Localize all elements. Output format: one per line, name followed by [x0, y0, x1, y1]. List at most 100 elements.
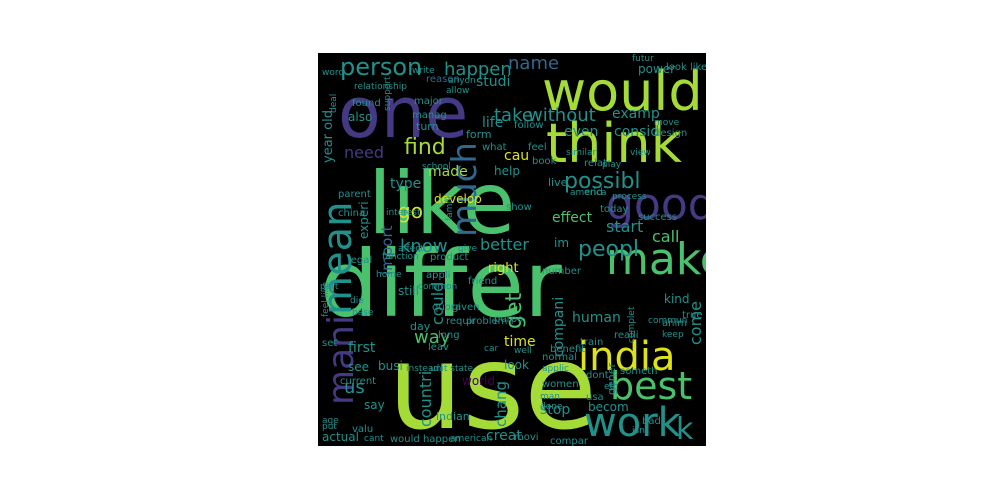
cloud-word: need [344, 143, 384, 162]
cloud-word: end [584, 187, 603, 198]
cloud-word: design [654, 128, 688, 139]
cloud-word: what [482, 142, 507, 153]
cloud-word: commun [648, 316, 688, 326]
cloud-word: america [570, 188, 607, 198]
cloud-word: complet [627, 306, 637, 343]
cloud-word: power [638, 62, 676, 76]
cloud-word: women [542, 379, 579, 390]
cloud-word: product [430, 252, 469, 263]
cloud-word: import [378, 225, 396, 275]
cloud-word: keep [662, 330, 684, 340]
cloud-word: view [630, 148, 651, 158]
cloud-word: book [532, 156, 557, 167]
cloud-word: parent [338, 189, 371, 200]
cloud-word: creat [486, 428, 522, 444]
word-cloud: use differ like one would think mean muc… [318, 53, 706, 446]
cloud-word: problem [466, 316, 508, 327]
cloud-word: year old [321, 110, 336, 163]
cloud-word: us [344, 377, 365, 398]
cloud-word: see [348, 360, 370, 374]
cloud-word: true [682, 310, 703, 321]
cloud-word: life [482, 115, 504, 131]
cloud-word: train [580, 337, 604, 348]
cloud-word: function [382, 252, 419, 262]
cloud-word: show [506, 202, 532, 213]
cloud-word: american [450, 434, 493, 444]
cloud-word: kind [664, 292, 690, 306]
cloud-word: make [606, 234, 706, 285]
cloud-word: feel like [321, 281, 331, 317]
cloud-word: similar [566, 148, 597, 158]
cloud-word: cant [364, 434, 384, 444]
cloud-word: differ [320, 231, 562, 338]
cloud-word: happen [444, 59, 512, 80]
cloud-word: anim [662, 318, 687, 329]
cloud-word: move [654, 118, 680, 128]
cloud-word: im [554, 236, 570, 250]
cloud-word: start [606, 217, 644, 236]
cloud-word: given [452, 302, 480, 313]
cloud-word: also [348, 110, 373, 124]
cloud-word: applic [542, 364, 569, 374]
cloud-word: time [504, 334, 536, 350]
cloud-word: school [422, 162, 451, 172]
cloud-word: say [364, 398, 385, 412]
cloud-word: develop [434, 192, 482, 206]
cloud-word: feel [528, 142, 547, 153]
cloud-word: bad [642, 416, 661, 427]
cloud-word: possibl [564, 169, 641, 194]
cloud-word: normal [542, 352, 578, 363]
cloud-word: instead [406, 364, 440, 374]
cloud-word: appli [426, 270, 451, 281]
cloud-word: would happen [390, 434, 461, 445]
cloud-word: turn [416, 120, 439, 133]
cloud-word: unit state [430, 364, 474, 374]
cloud-word: china [338, 208, 366, 219]
cloud-word: man [540, 392, 560, 402]
cloud-word: well [514, 346, 532, 356]
cloud-word: compar [550, 436, 588, 447]
cloud-word: relat [584, 158, 607, 169]
cloud-word: support [383, 76, 393, 111]
cloud-word: help [494, 164, 520, 178]
cloud-word: stop [540, 402, 571, 418]
cloud-word: someth [620, 366, 658, 377]
cloud-word: much [445, 142, 485, 237]
cloud-word: write [412, 66, 435, 76]
cloud-word: reason [426, 74, 460, 85]
cloud-word: cau [504, 148, 530, 164]
cloud-word: set [322, 338, 338, 349]
cloud-word: examp [612, 106, 660, 122]
cloud-word: like [368, 154, 516, 254]
cloud-word: live [548, 176, 568, 189]
cloud-word: current [340, 376, 377, 387]
cloud-word: k [676, 412, 694, 446]
cloud-word: friend [468, 276, 498, 287]
cloud-word: take [494, 105, 533, 126]
cloud-word: anyon [448, 76, 476, 86]
cloud-word: long [438, 330, 460, 341]
cloud-word: chang [492, 381, 510, 427]
cloud-word: first [348, 340, 376, 356]
cloud-word: busi [378, 359, 403, 373]
cloud-word: process [612, 192, 647, 202]
cloud-word: name [508, 53, 560, 74]
cloud-word: even [564, 124, 599, 140]
cloud-word: countri [416, 370, 435, 427]
cloud-word: allow [446, 86, 470, 96]
cloud-word: etc [604, 382, 619, 392]
cloud-word: peopl [578, 237, 640, 262]
cloud-word: form [466, 128, 492, 141]
cloud-word: follow [514, 120, 544, 131]
cloud-word: number [542, 266, 582, 277]
cloud-word: use [388, 318, 597, 446]
cloud-word: consid [614, 124, 660, 140]
cloud-word: without [528, 105, 596, 126]
cloud-word: common [418, 282, 458, 292]
cloud-word: done [540, 402, 563, 412]
cloud-word: effect [552, 210, 593, 226]
cloud-word: look like [666, 62, 706, 73]
cloud-word: requir [446, 316, 476, 327]
cloud-word: put [322, 422, 337, 432]
cloud-word: quora [432, 302, 462, 313]
